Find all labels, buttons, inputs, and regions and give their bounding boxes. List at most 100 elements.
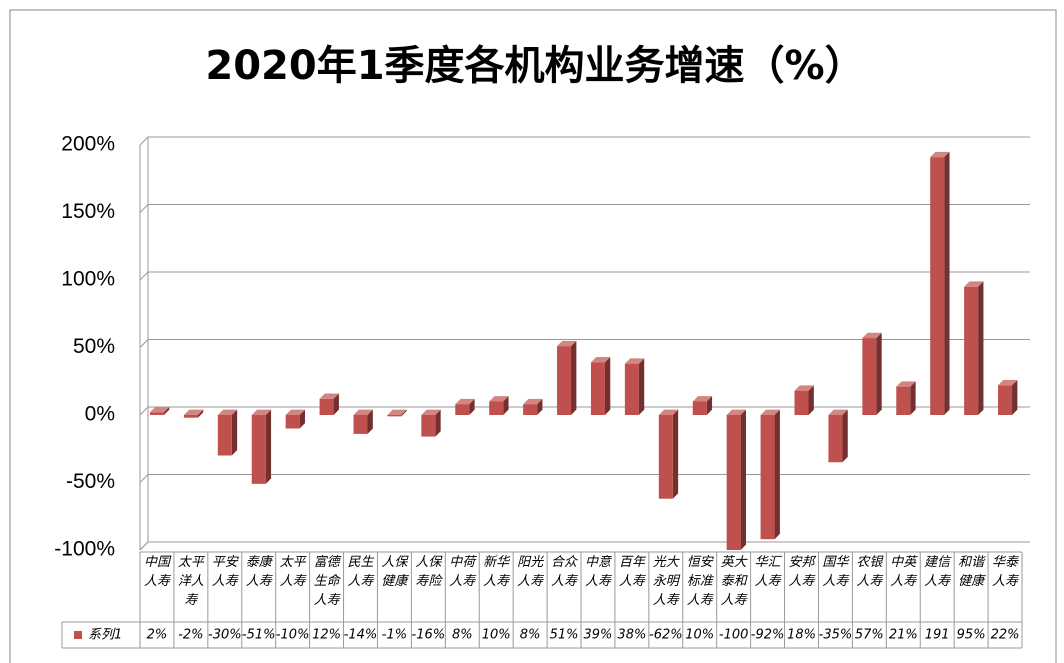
bar-top	[489, 396, 509, 402]
x-tick-label-line: 阳光	[517, 555, 544, 570]
bar	[726, 409, 746, 550]
bar-side	[503, 396, 509, 415]
data-label: 8%	[452, 628, 473, 643]
bar-top	[862, 332, 882, 339]
data-label: 18%	[787, 628, 816, 643]
bar	[862, 332, 882, 415]
x-tick-label-line: 人寿	[619, 574, 647, 589]
data-label: -14%	[344, 628, 378, 643]
bar-side	[469, 398, 475, 415]
legend-key	[74, 631, 82, 639]
bar	[387, 409, 407, 417]
x-tick-label: 太平洋人寿	[178, 555, 206, 608]
bar-front	[658, 415, 673, 499]
bar-front	[557, 346, 572, 415]
bar-top	[624, 358, 645, 364]
data-label: 10%	[482, 628, 511, 643]
x-tick-label: 新华人寿	[483, 555, 511, 589]
x-tick-label-line: 泰康	[246, 554, 274, 570]
data-label: 22%	[991, 628, 1020, 643]
x-tick-label-line: 华泰	[992, 555, 1020, 570]
bar-top	[557, 340, 577, 347]
x-tick-label: 人保寿险	[415, 555, 443, 589]
bar-top	[183, 409, 204, 415]
bar-front	[149, 412, 164, 415]
x-tick-label: 百年人寿	[619, 555, 647, 589]
x-tick-label-line: 合众	[551, 555, 579, 570]
grid-line	[139, 339, 1030, 348]
bar	[692, 396, 713, 415]
bar-front	[523, 404, 538, 415]
x-tick-label-line: 新华	[483, 555, 511, 570]
bar-top	[998, 379, 1018, 386]
x-tick-label-line: 人保	[381, 555, 409, 570]
x-tick-label-line: 人寿	[788, 574, 816, 589]
x-tick-label-line: 平安	[212, 555, 240, 570]
bar-front	[760, 415, 775, 540]
bar-side	[672, 409, 679, 499]
bar	[557, 340, 577, 415]
x-tick-label-line: 中意	[585, 554, 613, 570]
bar-front	[421, 415, 436, 437]
x-tick-label-line: 健康	[381, 573, 409, 589]
x-tick-label-line: 人寿	[551, 574, 579, 589]
grid-line	[139, 406, 1030, 416]
data-label: 191	[925, 628, 950, 643]
bar-front	[590, 362, 605, 415]
bar-side	[842, 409, 848, 463]
x-tick-label-line: 生命	[314, 573, 342, 589]
bar	[930, 151, 950, 416]
x-tick-label-line: 人寿	[585, 574, 613, 589]
x-tick-label: 建信人寿	[924, 555, 952, 589]
x-tick-label-line: 建信	[924, 555, 952, 570]
data-label: 95%	[957, 628, 986, 643]
bar-side	[571, 340, 577, 415]
grid-line	[139, 204, 1030, 213]
bar-side	[265, 409, 272, 484]
x-tick-label-line: 标准	[687, 574, 715, 589]
bar-side	[299, 409, 305, 429]
bar	[319, 393, 339, 415]
bar	[285, 409, 305, 429]
x-tick-label-line: 农银	[856, 555, 884, 570]
data-label: 39%	[584, 628, 613, 643]
y-tick-label: 100%	[61, 268, 115, 291]
bar	[523, 398, 543, 415]
y-tick-label: -100%	[54, 538, 115, 561]
x-tick-label-line: 人寿	[280, 574, 308, 589]
bar-top	[421, 409, 441, 415]
x-tick-label-line: 人寿	[483, 574, 511, 589]
bar-top	[658, 409, 679, 415]
data-label: -2%	[178, 628, 203, 643]
data-label: 2%	[147, 628, 168, 643]
bar-front	[285, 415, 300, 429]
bar	[353, 409, 373, 434]
y-tick-label: 50%	[73, 335, 115, 358]
bar-top	[760, 409, 780, 415]
x-tick-label-line: 人寿	[144, 574, 172, 589]
bar-top	[319, 393, 339, 399]
x-tick-label-line: 人保	[415, 555, 443, 570]
bar-side	[197, 409, 204, 418]
x-tick-label-line: 洋人	[178, 574, 204, 589]
data-label: 21%	[889, 628, 918, 643]
y-tick-label: -50%	[66, 470, 115, 493]
bar	[590, 357, 611, 415]
bar-front	[217, 415, 232, 456]
x-tick-label-line: 人寿	[246, 574, 274, 589]
x-tick-label: 安邦人寿	[788, 555, 816, 589]
chart-title: 2020年1季度各机构业务增速（%）	[205, 43, 864, 89]
x-tick-label-line: 中荷	[449, 555, 477, 570]
bar	[896, 381, 916, 415]
bar	[794, 385, 814, 415]
bar-front	[251, 415, 266, 484]
x-tick-label: 人保健康	[381, 555, 409, 589]
x-tick-label: 太平人寿	[280, 555, 308, 589]
bar	[828, 409, 848, 463]
x-tick-label-line: 人寿	[347, 574, 375, 589]
bar-side	[333, 393, 339, 415]
bar-front	[828, 415, 843, 463]
x-tick-label-line: 太平	[178, 555, 206, 570]
bar	[760, 409, 780, 540]
